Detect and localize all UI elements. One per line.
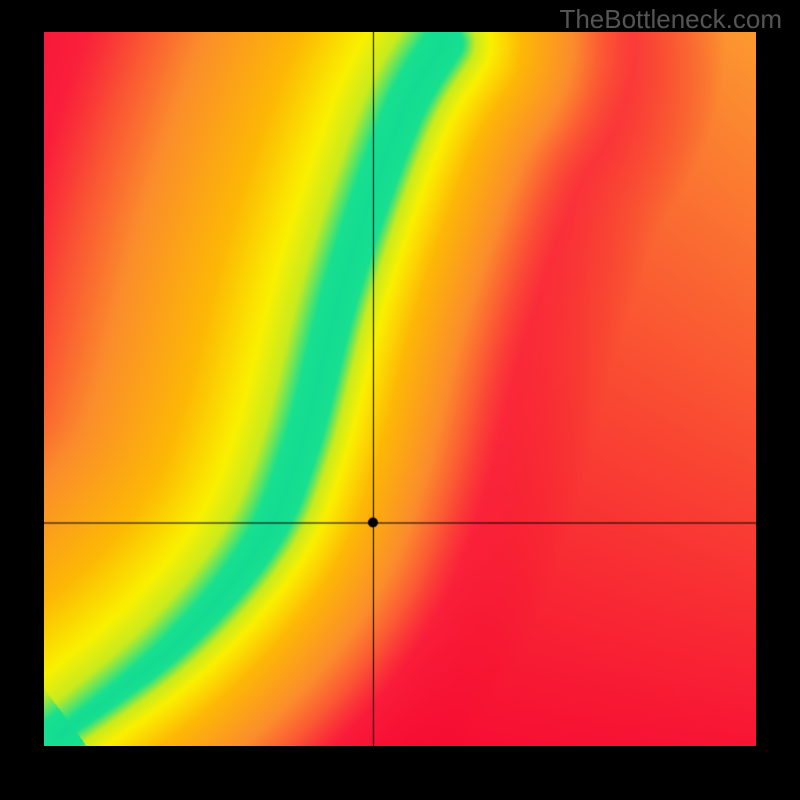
plot-area (44, 32, 756, 746)
heatmap-canvas (44, 32, 756, 746)
chart-container: TheBottleneck.com (0, 0, 800, 800)
watermark-text: TheBottleneck.com (559, 4, 782, 35)
